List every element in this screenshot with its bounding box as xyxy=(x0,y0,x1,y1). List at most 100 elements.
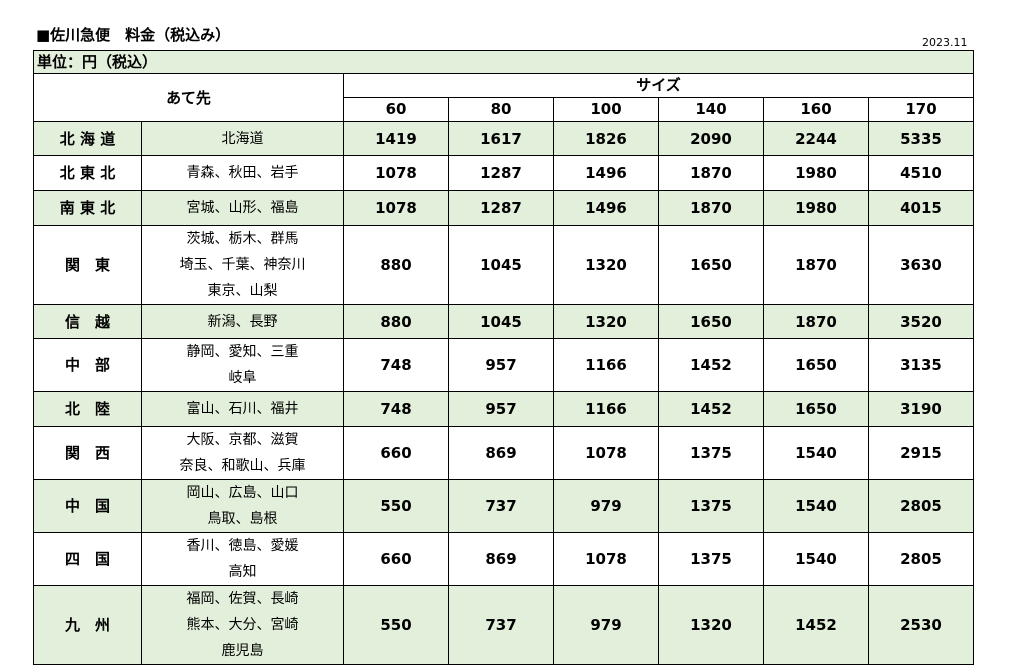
price-table: 単位：円（税込） あて先 サイズ 60 80 100 140 160 170 北 海 道北… xyxy=(32,50,975,665)
price: 1375 xyxy=(658,479,764,533)
price: 957 xyxy=(448,391,554,427)
region: 信 越 xyxy=(33,304,142,339)
price: 2530 xyxy=(867,585,975,665)
region: 九 州 xyxy=(33,585,142,665)
region: 北 海 道 xyxy=(33,121,142,156)
size-label: 80 xyxy=(448,97,554,122)
price: 1870 xyxy=(658,190,764,226)
price: 1452 xyxy=(658,391,764,427)
areas: 宮城、山形、福島 xyxy=(141,190,344,226)
unit-row: 単位：円（税込） xyxy=(32,50,975,74)
price: 1650 xyxy=(658,225,764,305)
price: 1078 xyxy=(343,190,449,226)
price: 748 xyxy=(343,391,449,427)
area-line: 埼玉、千葉、神奈川 xyxy=(179,257,306,273)
price: 1078 xyxy=(553,426,659,480)
price: 3520 xyxy=(867,304,975,339)
area-line: 大阪、京都、滋賀 xyxy=(186,432,299,448)
price: 737 xyxy=(448,585,554,665)
price: 880 xyxy=(343,304,449,339)
header-row: あて先 サイズ xyxy=(33,73,975,122)
table-row: 北 陸 富山、石川、福井 748 957 1166 1452 1650 3190 xyxy=(33,391,975,427)
price: 880 xyxy=(343,225,449,305)
price: 1496 xyxy=(553,155,659,191)
region: 関 西 xyxy=(33,426,142,480)
area-line: 新潟、長野 xyxy=(207,313,278,330)
price: 869 xyxy=(448,532,554,586)
area-line: 東京、山梨 xyxy=(207,283,278,299)
price: 4015 xyxy=(867,190,975,226)
price: 1650 xyxy=(658,304,764,339)
table-body: 単位：円（税込） あて先 サイズ 60 80 100 140 160 170 北 海 道北… xyxy=(32,50,975,665)
areas: 福岡、佐賀、長崎 熊本、大分、宮崎 鹿児島 xyxy=(141,585,344,665)
price: 979 xyxy=(553,585,659,665)
price: 4510 xyxy=(867,155,975,191)
price: 2915 xyxy=(867,426,975,480)
areas: 北海道 xyxy=(141,121,344,156)
price: 1617 xyxy=(448,121,554,156)
areas: 香川、徳島、愛媛 高知 xyxy=(141,532,344,586)
price: 1419 xyxy=(343,121,449,156)
table-row: 北 東 北 青森、秋田、岩手 1078 1287 1496 1870 1980 4510 xyxy=(33,155,975,191)
price: 550 xyxy=(343,479,449,533)
date: 2023.11 xyxy=(922,36,968,49)
price: 1375 xyxy=(658,426,764,480)
price: 1320 xyxy=(553,225,659,305)
areas: 大阪、京都、滋賀 奈良、和歌山、兵庫 xyxy=(141,426,344,480)
area-line: 富山、石川、福井 xyxy=(186,401,299,417)
price: 1650 xyxy=(763,338,869,392)
price: 1287 xyxy=(448,190,554,226)
price: 1540 xyxy=(763,532,869,586)
table-row: 中 国岡山、広島、山口 鳥取、島根 550 737 979 1375 1540 2805 xyxy=(33,479,975,533)
region: 北 東 北 xyxy=(33,155,142,191)
region: 四 国 xyxy=(33,532,142,586)
price: 1870 xyxy=(658,155,764,191)
area-line: 静岡、愛知、三重 xyxy=(186,344,299,360)
area-line: 岐阜 xyxy=(228,370,257,386)
table-row: 四 国香川、徳島、愛媛 高知 660 869 1078 1375 1540 2805 xyxy=(33,532,975,586)
size-label: 140 xyxy=(658,97,764,122)
price: 1320 xyxy=(553,304,659,339)
price: 660 xyxy=(343,426,449,480)
price: 1452 xyxy=(763,585,869,665)
table-row: 関 東茨城、栃木、群馬 埼玉、千葉、神奈川 東京、山梨 880 1045 1320 1650… xyxy=(33,225,975,305)
price: 2805 xyxy=(867,479,975,533)
price: 1452 xyxy=(658,338,764,392)
price: 869 xyxy=(448,426,554,480)
size-header: サイズ xyxy=(342,73,975,98)
area-line: 高知 xyxy=(228,564,257,580)
areas: 岡山、広島、山口 鳥取、島根 xyxy=(141,479,344,533)
price: 1870 xyxy=(763,225,869,305)
price: 1980 xyxy=(763,155,869,191)
area-line: 岡山、広島、山口 xyxy=(186,485,299,501)
price: 1166 xyxy=(553,338,659,392)
areas: 富山、石川、福井 xyxy=(141,391,344,427)
size-label: 60 xyxy=(343,97,449,122)
table-row: 九 州福岡、佐賀、長崎 熊本、大分、宮崎 鹿児島 550 737 979 1320 1452 2… xyxy=(33,585,975,665)
region: 関 東 xyxy=(33,225,142,305)
area-line: 宮城、山形、福島 xyxy=(186,200,299,216)
areas: 青森、秋田、岩手 xyxy=(141,155,344,191)
price: 1287 xyxy=(448,155,554,191)
price: 737 xyxy=(448,479,554,533)
price: 550 xyxy=(343,585,449,665)
price: 2090 xyxy=(658,121,764,156)
area-line: 茨城、栃木、群馬 xyxy=(186,231,299,247)
price: 3630 xyxy=(867,225,975,305)
region: 中 部 xyxy=(33,338,142,392)
area-line: 鳥取、島根 xyxy=(207,511,278,527)
area-line: 青森、秋田、岩手 xyxy=(186,165,299,181)
destination-header: あて先 xyxy=(33,73,344,122)
price: 1045 xyxy=(448,304,554,339)
price: 1496 xyxy=(553,190,659,226)
price: 1540 xyxy=(763,479,869,533)
price: 1980 xyxy=(763,190,869,226)
table-row: 北 海 道 北海道 1419 1617 1826 2090 2244 5335 xyxy=(33,121,975,156)
table-row: 関 西大阪、京都、滋賀 奈良、和歌山、兵庫 660 869 1078 1375 1540 29… xyxy=(33,426,975,480)
region: 中 国 xyxy=(33,479,142,533)
price: 2805 xyxy=(867,532,975,586)
areas: 茨城、栃木、群馬 埼玉、千葉、神奈川 東京、山梨 xyxy=(141,225,344,305)
size-row: 60 80 100 140 160 170 xyxy=(34,97,975,122)
region: 北 陸 xyxy=(33,391,142,427)
